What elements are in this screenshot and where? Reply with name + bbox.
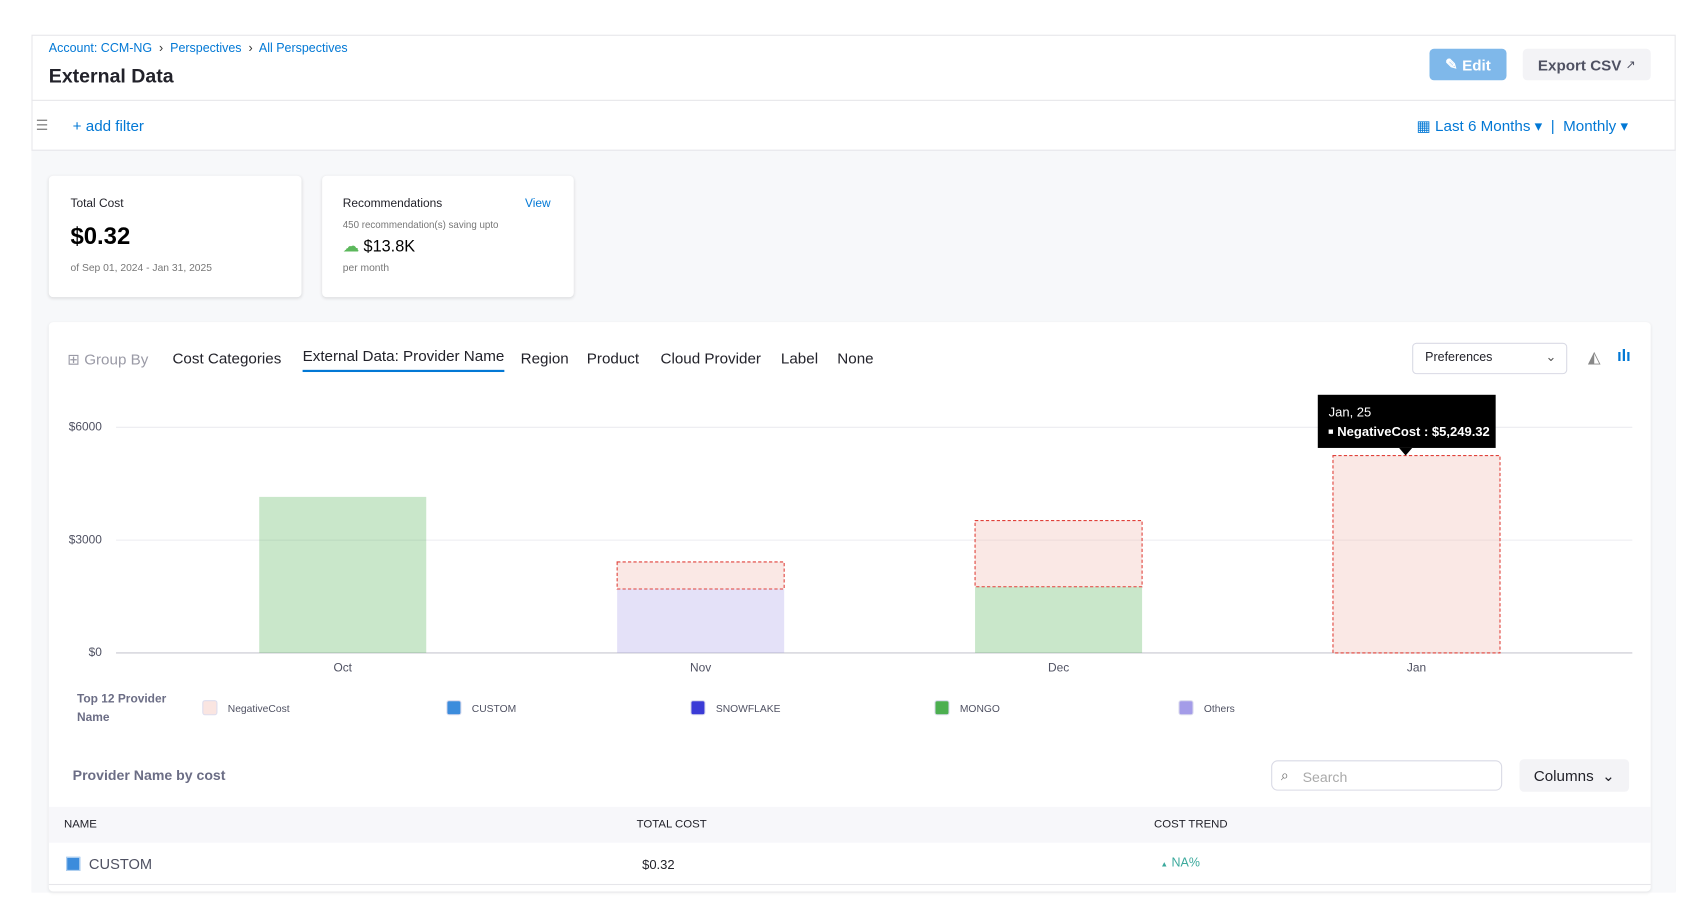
group-by-label: Group By [84, 350, 148, 367]
trend-value: NA% [1172, 857, 1200, 870]
button-label: Columns [1534, 767, 1594, 784]
card-label: Total Cost [70, 197, 123, 210]
breadcrumb[interactable]: Perspectives [170, 42, 241, 55]
button-label: Export CSV [1538, 56, 1622, 73]
export-button[interactable]: Export CSV ↗ [1523, 49, 1651, 80]
group-by-tab[interactable]: None [837, 349, 873, 366]
card-note: 450 recommendation(s) saving upto [343, 219, 499, 230]
edit-button[interactable]: ✎ Edit [1430, 49, 1507, 80]
page-title: External Data [49, 65, 174, 88]
area-chart-toggle[interactable]: ◭ [1588, 347, 1601, 367]
total-cost-card: Total Cost $0.32 of Sep 01, 2024 - Jan 3… [49, 176, 302, 297]
view-link[interactable]: View [525, 197, 551, 210]
card-range: of Sep 01, 2024 - Jan 31, 2025 [70, 262, 212, 274]
group-by-tab[interactable]: Product [587, 349, 639, 366]
card-value: $13.8K [364, 238, 416, 256]
group-by-tab[interactable]: External Data: Provider Name [303, 347, 505, 372]
group-by-tab[interactable]: Cost Categories [172, 349, 281, 366]
row-name[interactable]: CUSTOM [89, 856, 152, 872]
search-input[interactable]: ⌕Search [1271, 760, 1502, 790]
time-range[interactable]: ▦ Last 6 Months ▾ | Monthly ▾ [1416, 117, 1628, 135]
row-swatch [66, 857, 80, 871]
granularity-label: Monthly [1563, 117, 1616, 134]
column-header[interactable]: TOTAL COST [637, 818, 707, 831]
breadcrumb[interactable]: Account: CCM-NG [49, 42, 152, 55]
add-filter[interactable]: + add filter [73, 117, 144, 134]
row-divider [49, 884, 1651, 885]
divider [31, 100, 1675, 101]
preferences-label: Preferences [1425, 351, 1492, 364]
group-by-tab[interactable]: Region [521, 349, 569, 366]
preferences-dropdown[interactable]: Preferences⌄ [1412, 343, 1567, 374]
filter-icon[interactable]: ☰ [36, 117, 49, 134]
columns-button[interactable]: Columns ⌄ [1520, 759, 1630, 792]
group-by-tab[interactable]: Cloud Provider [661, 349, 761, 366]
button-label: Edit [1462, 56, 1491, 73]
row-cost: $0.32 [642, 857, 675, 872]
column-header[interactable]: COST TREND [1154, 818, 1228, 831]
search-placeholder: Search [1303, 769, 1348, 785]
table-header [49, 807, 1651, 843]
group-by-tab[interactable]: Label [781, 349, 818, 366]
row-trend: ▲ NA% [1161, 857, 1200, 870]
group-by: ⊞ Group By [67, 350, 148, 368]
recommendations-card: Recommendations View 450 recommendation(… [322, 176, 574, 297]
breadcrumbs: Account: CCM-NG › Perspectives › All Per… [49, 42, 348, 55]
breadcrumb[interactable]: All Perspectives [259, 42, 348, 55]
card-value-row: ☁ $13.8K [343, 236, 415, 256]
time-range-label: Last 6 Months [1435, 117, 1530, 134]
card-period: per month [343, 262, 389, 274]
column-header[interactable]: NAME [64, 818, 97, 831]
card-value: $0.32 [70, 222, 130, 250]
table-title: Provider Name by cost [73, 767, 226, 783]
bar-chart-toggle[interactable]: ılı [1617, 347, 1631, 365]
card-label: Recommendations [343, 197, 442, 210]
